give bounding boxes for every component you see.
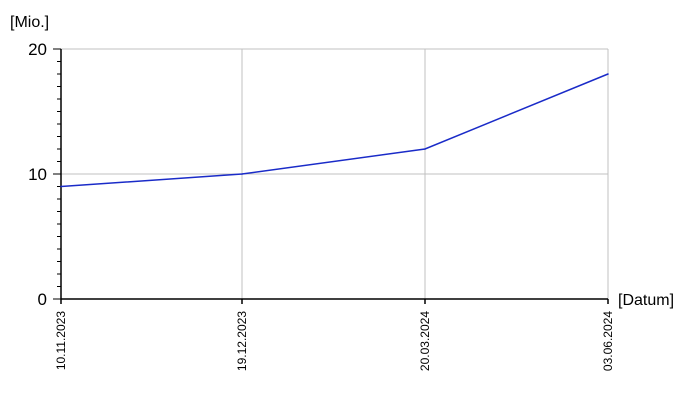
data-point xyxy=(241,173,243,175)
series-layer xyxy=(60,73,609,188)
series-line xyxy=(60,73,609,188)
data-point xyxy=(607,73,609,75)
y-tick-label: 0 xyxy=(38,290,47,309)
y-tick-label: 20 xyxy=(28,40,47,59)
grid-lines xyxy=(61,48,609,299)
x-tick-label: 20.03.2024 xyxy=(418,311,432,371)
y-minor-ticks xyxy=(53,48,609,304)
x-axis-label: [Datum] xyxy=(618,292,674,309)
data-point xyxy=(60,185,62,188)
data-point xyxy=(424,148,426,150)
y-tick-label: 10 xyxy=(28,165,47,184)
y-axis-label: [Mio.] xyxy=(10,14,49,31)
x-tick-label: 10.11.2023 xyxy=(54,311,68,370)
x-tick-labels: 10.11.2023 19.12.2023 20.03.2024 03.06.2024 xyxy=(54,311,615,371)
x-tick-label: 19.12.2023 xyxy=(235,311,249,371)
y-tick-labels: 0 10 20 xyxy=(28,40,47,309)
x-tick-label: 03.06.2024 xyxy=(601,311,615,371)
